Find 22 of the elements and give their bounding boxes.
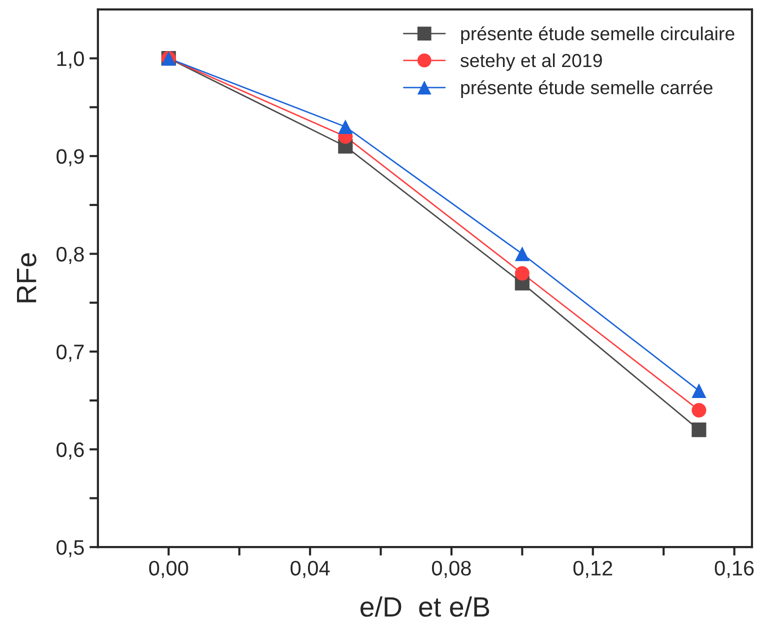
x-tick-label: 0,16	[714, 560, 754, 578]
point	[338, 119, 353, 134]
x-tick-label: 0,08	[432, 560, 471, 578]
y-tick-label: 0,6	[56, 442, 84, 460]
y-axis-title: RFe	[17, 253, 36, 302]
y-tick-label: 0,7	[56, 344, 84, 362]
y-tick-label: 0,9	[56, 149, 84, 166]
point	[514, 246, 530, 262]
point	[692, 383, 706, 398]
point	[514, 266, 530, 281]
point	[692, 402, 706, 418]
x-tick-label: 0,04	[290, 560, 330, 578]
y-tick-label: 0,8	[56, 246, 84, 264]
point	[692, 422, 706, 438]
x-tick-label: 0,12	[573, 560, 612, 578]
x-tick-label: 0,00	[149, 560, 188, 578]
y-tick-label: 0,5	[56, 540, 84, 558]
x-axis-title: e/D et e/B	[360, 596, 490, 617]
legend-label: présente étude semelle circulaire	[461, 26, 734, 44]
legend-label: présente étude semelle carrée	[461, 80, 712, 98]
legend-label: setehy et al 2019	[460, 53, 602, 71]
y-tick-label: 1,0	[57, 51, 84, 69]
